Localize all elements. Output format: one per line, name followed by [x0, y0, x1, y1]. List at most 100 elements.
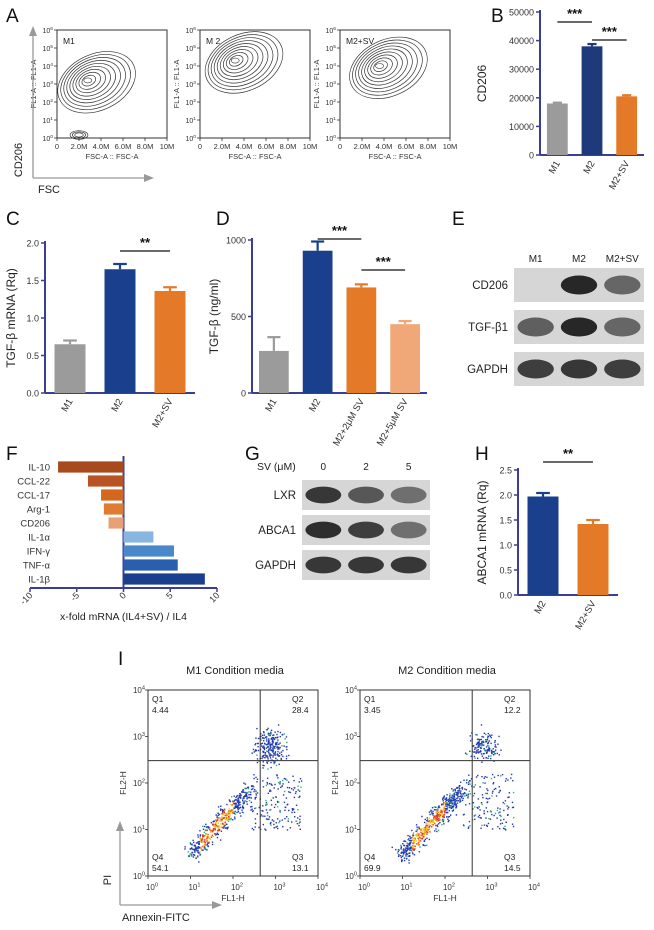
event-dot — [235, 799, 237, 801]
event-dot — [436, 813, 439, 816]
event-dot — [256, 781, 258, 783]
contour-line — [358, 45, 413, 89]
event-dot — [236, 800, 239, 802]
event-dot — [235, 796, 237, 799]
event-dot — [273, 738, 276, 740]
event-dot — [483, 824, 486, 826]
event-dot — [266, 729, 268, 731]
event-dot — [236, 799, 238, 801]
event-dot — [230, 817, 232, 820]
event-dot — [397, 850, 400, 853]
bar — [87, 475, 124, 487]
event-dot — [246, 803, 248, 805]
plot-label: M1 — [63, 36, 75, 46]
event-dot — [450, 802, 452, 804]
event-dot — [222, 827, 225, 829]
event-dot — [428, 824, 431, 826]
event-dot — [245, 787, 247, 790]
event-dot — [410, 846, 412, 849]
event-dot — [217, 827, 219, 829]
event-dot — [432, 810, 434, 813]
x-tick-label: M2 — [532, 599, 548, 616]
quadrant-name: Q4 — [364, 852, 376, 862]
event-dot — [488, 797, 491, 800]
event-dot — [227, 826, 229, 829]
event-dot — [281, 744, 283, 747]
y-tick-label: 102 — [345, 778, 357, 788]
event-dot — [435, 816, 438, 818]
bar — [123, 559, 178, 571]
event-dot — [260, 739, 263, 741]
event-dot — [266, 812, 269, 814]
event-dot — [255, 776, 257, 779]
blot-band — [560, 359, 598, 379]
plot-label: M2+SV — [346, 36, 374, 46]
event-dot — [267, 740, 270, 742]
event-dot — [279, 811, 281, 813]
contour-line — [78, 71, 101, 90]
event-dot — [187, 851, 189, 853]
event-dot — [195, 846, 197, 848]
event-dot — [255, 794, 258, 796]
event-dot — [500, 819, 502, 821]
event-dot — [250, 797, 253, 799]
event-dot — [412, 832, 415, 834]
event-dot — [239, 796, 242, 799]
event-dot — [487, 822, 490, 825]
event-dot — [433, 808, 436, 811]
event-dot — [411, 837, 413, 839]
event-dot — [285, 746, 288, 748]
panel-letter-F: F — [6, 444, 18, 465]
event-dot — [441, 812, 443, 814]
event-dot — [261, 734, 264, 737]
y-tick-label: 101 — [325, 116, 336, 125]
event-dot — [294, 792, 297, 795]
event-dot — [429, 822, 432, 824]
blot-band — [348, 486, 384, 504]
event-dot — [490, 752, 493, 754]
y-tick-label: 0.5 — [26, 351, 39, 361]
event-dot — [439, 819, 441, 821]
event-dot — [418, 827, 420, 830]
event-dot — [409, 849, 411, 851]
bar — [259, 350, 289, 393]
event-dot — [408, 839, 411, 842]
event-dot — [428, 838, 431, 841]
event-dot — [202, 825, 204, 828]
event-dot — [442, 798, 444, 801]
contour-line — [63, 57, 126, 107]
contour-line — [222, 49, 254, 74]
event-dot — [252, 788, 254, 790]
bar — [123, 573, 205, 585]
event-dot — [450, 807, 452, 810]
contour-line — [361, 48, 408, 86]
event-dot — [206, 842, 209, 844]
event-dot — [238, 800, 240, 802]
event-dot — [444, 802, 447, 804]
event-dot — [270, 738, 273, 740]
event-dot — [237, 807, 239, 809]
event-dot — [293, 796, 296, 799]
event-dot — [512, 791, 515, 794]
event-dot — [248, 796, 251, 799]
event-dot — [455, 803, 457, 806]
event-dot — [247, 787, 250, 790]
event-dot — [448, 815, 451, 818]
event-dot — [288, 809, 290, 812]
event-dot — [233, 812, 236, 815]
blot-row-label: TGF-β1 — [468, 322, 508, 334]
event-dot — [272, 734, 275, 736]
event-dot — [405, 855, 407, 857]
event-dot — [434, 822, 436, 825]
event-dot — [428, 828, 431, 831]
contour-line — [72, 65, 111, 97]
event-dot — [197, 846, 200, 848]
blot-band — [517, 359, 554, 379]
event-dot — [397, 855, 400, 858]
event-dot — [443, 813, 446, 815]
event-dot — [424, 831, 426, 833]
event-dot — [292, 789, 295, 791]
quadrant-name: Q2 — [292, 694, 304, 704]
event-dot — [283, 801, 286, 804]
event-dot — [424, 818, 426, 821]
